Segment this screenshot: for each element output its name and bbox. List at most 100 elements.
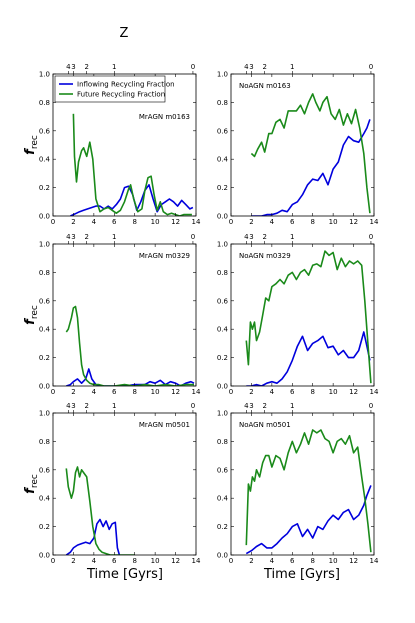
x-tick-label: 6 xyxy=(290,557,295,565)
x-tick-label: 0 xyxy=(229,557,233,565)
inflowing-series-line xyxy=(70,184,194,216)
x-tick-label: 14 xyxy=(370,388,379,396)
legend-entry: Future Recycling Fraction xyxy=(77,91,165,99)
y-tick-label: 0.6 xyxy=(217,466,229,474)
z-tick-label: 3 xyxy=(71,233,75,241)
z-tick-label: 0 xyxy=(191,63,195,71)
x-tick-label: 12 xyxy=(349,557,358,565)
future-series-line xyxy=(245,429,372,553)
y-tick-label: 0.6 xyxy=(39,297,51,305)
y-tick-label: 0.8 xyxy=(217,438,228,446)
panel-title: MrAGN m0329 xyxy=(139,252,190,260)
y-tick-label: 1.0 xyxy=(39,241,50,249)
z-tick-label: 4 xyxy=(244,233,249,241)
x-tick-label: 8 xyxy=(310,218,314,226)
y-tick-label: 0.0 xyxy=(217,383,228,391)
z-tick-label: 3 xyxy=(249,63,253,71)
x-tick-label: 2 xyxy=(249,557,253,565)
x-tick-label: 10 xyxy=(329,557,338,565)
z-tick-label: 4 xyxy=(244,63,249,71)
panel-top-left: 0 2 4 6 8 10 12 140.00.20.40.60.81.04 3 2 1 0MrAGN … xyxy=(39,63,201,226)
z-tick-label: 0 xyxy=(191,233,195,241)
x-tick-label: 6 xyxy=(112,557,117,565)
z-tick-label: 1 xyxy=(112,233,116,241)
panel-top-right: 0 2 4 6 8 10 12 140.00.20.40.60.81.04 3 2 1 0NoAGN … xyxy=(217,63,379,226)
z-tick-label: 0 xyxy=(369,233,373,241)
x-tick-label: 14 xyxy=(192,388,201,396)
x-tick-label: 4 xyxy=(92,388,97,396)
y-tick-label: 0.2 xyxy=(39,184,50,192)
y-tick-label: 1.0 xyxy=(39,410,50,418)
z-tick-label: 2 xyxy=(262,233,266,241)
y-tick-label: 0.2 xyxy=(39,523,50,531)
y-tick-label: 0.4 xyxy=(217,326,229,334)
future-series-line xyxy=(72,113,192,216)
x-tick-label: 0 xyxy=(229,388,233,396)
y-tick-label: 0.8 xyxy=(217,269,228,277)
inflowing-series-line xyxy=(246,331,371,386)
z-tick-label: 4 xyxy=(66,63,71,71)
legend-box xyxy=(54,75,166,103)
y-tick-label: 1.0 xyxy=(39,71,50,79)
x-tick-label: 2 xyxy=(71,218,75,226)
x-tick-label: 14 xyxy=(192,557,201,565)
x-tick-label: 4 xyxy=(270,557,275,565)
x-tick-label: 12 xyxy=(171,557,180,565)
x-tick-label: 6 xyxy=(290,388,295,396)
y-tick-label: 0.0 xyxy=(217,213,228,221)
y-tick-label: 0.4 xyxy=(39,156,51,164)
y-tick-label: 0.8 xyxy=(39,269,50,277)
y-axis-label: frec xyxy=(23,135,40,155)
y-tick-label: 1.0 xyxy=(217,410,228,418)
z-tick-label: 4 xyxy=(244,402,249,410)
panel-title: NoAGN m0163 xyxy=(239,82,291,90)
z-tick-label: 1 xyxy=(112,402,116,410)
panel-middle-right: 0 2 4 6 8 10 12 140.00.20.40.60.81.04 3 2 1 0NoAGN … xyxy=(217,233,379,396)
legend-entry: Inflowing Recycling Fraction xyxy=(77,81,175,89)
future-series-line xyxy=(65,305,194,386)
y-tick-label: 0.4 xyxy=(39,326,51,334)
x-tick-label: 6 xyxy=(112,218,117,226)
inflowing-series-line xyxy=(245,485,372,555)
z-tick-label: 2 xyxy=(262,63,266,71)
x-axis-label-right: Time [Gyrs] xyxy=(263,567,340,582)
panel-bottom-left: 0 2 4 6 8 10 12 140.00.20.40.60.81.04 3 2 1 0MrAGN … xyxy=(39,402,201,565)
y-tick-label: 0.4 xyxy=(217,495,229,503)
y-tick-label: 0.6 xyxy=(217,297,229,305)
z-axis-label: Z xyxy=(120,26,129,41)
y-axis-label: frec xyxy=(23,474,40,494)
x-tick-label: 4 xyxy=(270,218,275,226)
x-tick-label: 10 xyxy=(329,388,338,396)
y-tick-label: 0.8 xyxy=(217,99,228,107)
plot-frame xyxy=(230,412,375,556)
y-tick-label: 0.0 xyxy=(39,213,50,221)
x-tick-label: 8 xyxy=(132,218,136,226)
y-tick-label: 0.2 xyxy=(39,354,50,362)
y-tick-label: 0.4 xyxy=(39,495,51,503)
z-tick-label: 1 xyxy=(290,63,294,71)
y-tick-label: 0.6 xyxy=(39,466,51,474)
plot-frame xyxy=(230,243,375,387)
x-tick-label: 2 xyxy=(71,388,75,396)
x-tick-label: 10 xyxy=(151,388,160,396)
x-tick-label: 2 xyxy=(71,557,75,565)
y-tick-label: 0.0 xyxy=(39,383,50,391)
x-tick-label: 10 xyxy=(329,218,338,226)
panel-title: MrAGN m0501 xyxy=(139,421,190,429)
y-tick-label: 0.6 xyxy=(39,127,51,135)
y-axis-labels: frec frec frec xyxy=(23,135,40,494)
future-series-line xyxy=(65,466,135,555)
z-tick-label: 0 xyxy=(191,402,195,410)
y-tick-label: 1.0 xyxy=(217,241,228,249)
x-tick-label: 14 xyxy=(370,557,379,565)
y-tick-label: 0.8 xyxy=(39,438,50,446)
plot-frame xyxy=(52,412,197,556)
z-tick-label: 2 xyxy=(84,233,88,241)
x-tick-label: 4 xyxy=(92,218,97,226)
panel-middle-left: 0 2 4 6 8 10 12 140.00.20.40.60.81.04 3 2 1 0MrAGN … xyxy=(39,233,201,396)
z-tick-label: 3 xyxy=(71,63,75,71)
x-tick-label: 0 xyxy=(51,557,55,565)
plot-frame xyxy=(52,243,197,387)
plot-frame xyxy=(52,73,197,217)
